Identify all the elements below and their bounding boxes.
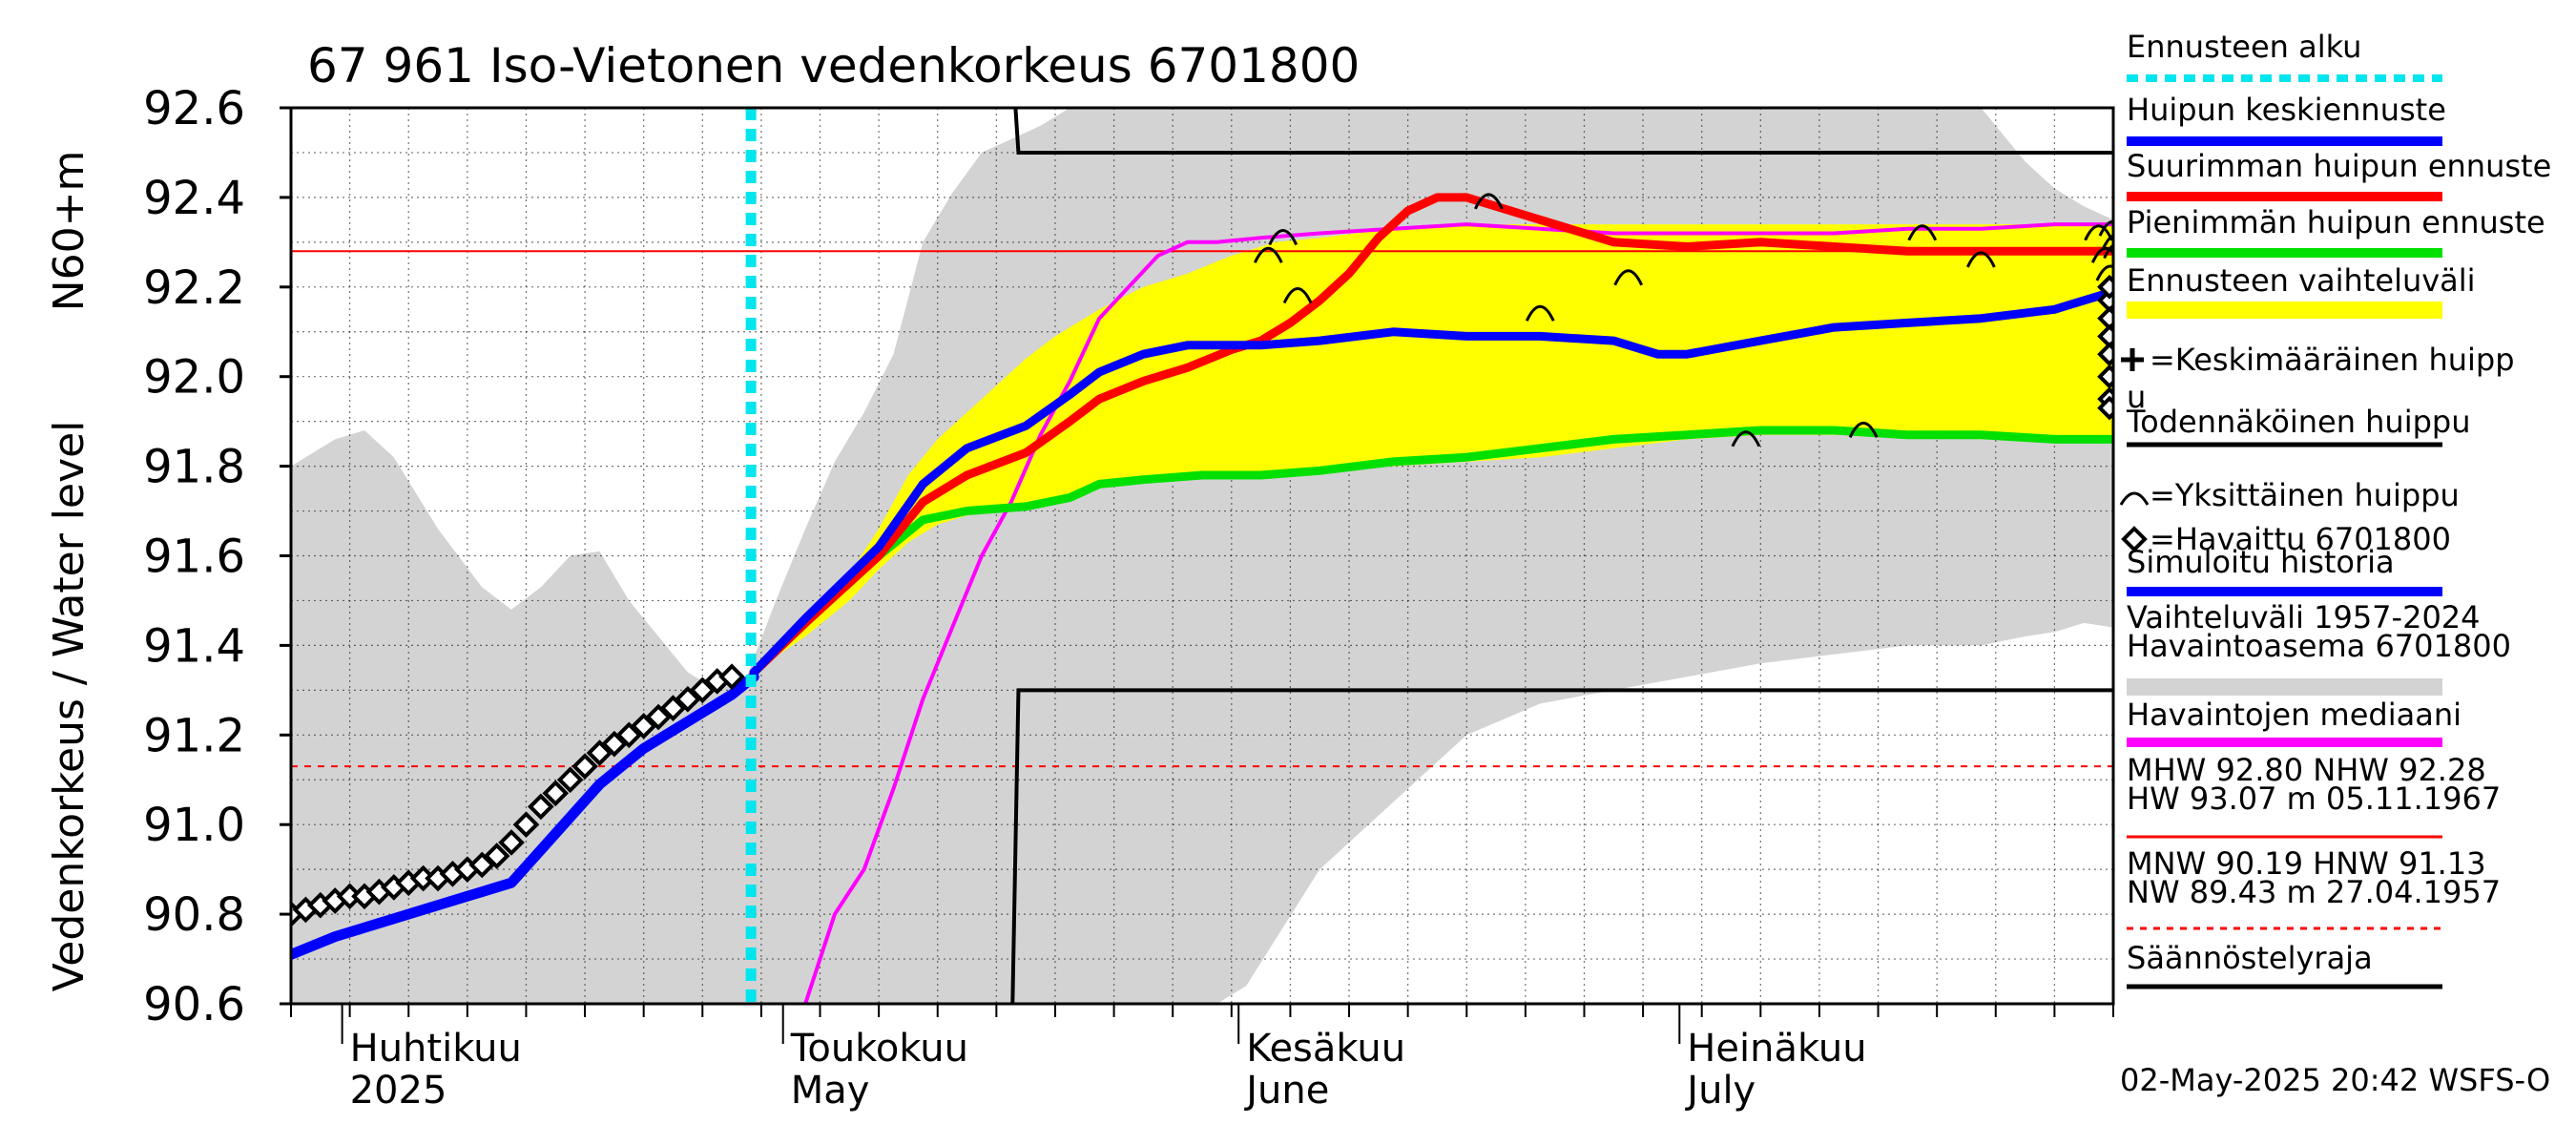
y-tick-label: 92.6	[143, 82, 245, 135]
y-tick-label: 91.8	[143, 441, 245, 494]
y-tick-label: 91.2	[143, 709, 245, 762]
month-label-en: July	[1684, 1069, 1755, 1113]
legend-label-line2: NW 89.43 m 27.04.1957	[2127, 874, 2501, 910]
legend-label: Suurimman huipun ennuste	[2127, 148, 2551, 184]
legend-label: Pienimmän huipun ennuste	[2127, 204, 2545, 240]
month-label-en: 2025	[350, 1069, 447, 1113]
legend-swatch-band	[2127, 302, 2442, 319]
legend-label: =Keskimääräinen huipp	[2150, 342, 2515, 378]
chart: 90.6 90.8 91.0 91.2 91.4 91.6 91.8 92.0 92.2 92.4…	[0, 0, 2576, 1145]
month-label-en: June	[1243, 1069, 1329, 1113]
y-axis-title: Vedenkorkeus / Water level	[45, 421, 93, 992]
legend-label: Huipun keskiennuste	[2127, 92, 2446, 128]
y-tick-label: 90.8	[143, 888, 245, 942]
legend-label: Ennusteen alku	[2127, 29, 2361, 65]
footer-timestamp: 02-May-2025 20:42 WSFS-O	[2120, 1062, 2550, 1098]
month-label-fi: Toukokuu	[790, 1027, 968, 1071]
y-tick-label: 91.0	[143, 799, 245, 852]
legend-label-line2: Havaintoasema 6701800	[2127, 628, 2511, 664]
legend-label: Havaintojen mediaani	[2127, 697, 2462, 733]
y-tick-label: 92.4	[143, 172, 245, 225]
y-tick-label: 90.6	[143, 978, 245, 1031]
legend-label: Simuloitu historia	[2127, 544, 2395, 580]
legend-label: Ennusteen vaihteluväli	[2127, 262, 2476, 299]
y-tick-label: 92.0	[143, 351, 245, 405]
y-axis-unit: N60+m	[45, 151, 93, 312]
month-label-fi: Huhtikuu	[350, 1027, 522, 1071]
chart-title: 67 961 Iso-Vietonen vedenkorkeus 6701800	[307, 38, 1360, 94]
y-tick-label: 91.6	[143, 531, 245, 584]
legend-label: Todennäköinen huippu	[2126, 404, 2471, 440]
month-label-fi: Heinäkuu	[1687, 1027, 1866, 1071]
month-label-fi: Kesäkuu	[1246, 1027, 1405, 1071]
month-label-en: May	[791, 1069, 870, 1113]
y-tick-label: 91.4	[143, 619, 245, 673]
legend-label-line2: HW 93.07 m 05.11.1967	[2127, 781, 2501, 817]
legend-label: Säännöstelyraja	[2127, 940, 2373, 976]
legend-swatch-band	[2127, 678, 2442, 696]
legend-label: =Yksittäinen huippu	[2150, 477, 2460, 513]
y-tick-label: 92.2	[143, 261, 245, 315]
